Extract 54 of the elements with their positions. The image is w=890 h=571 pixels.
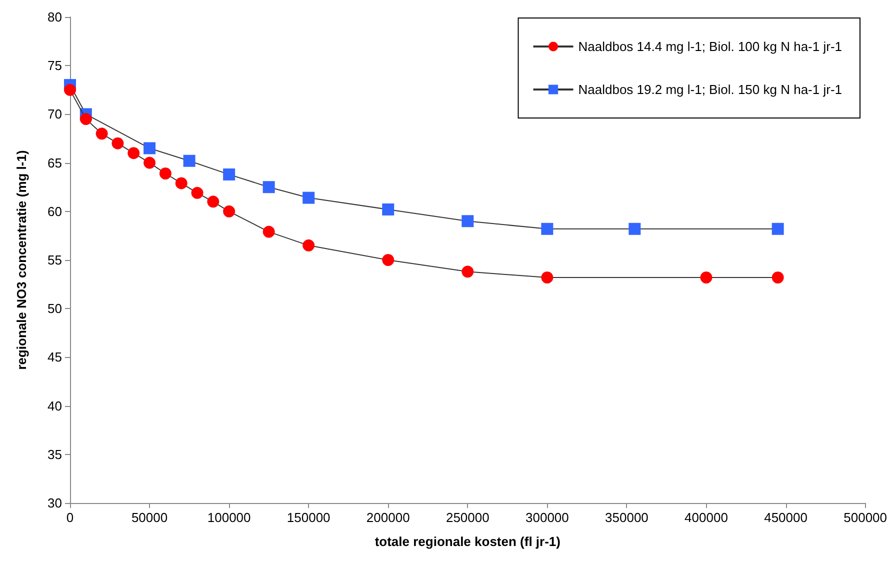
y-tick-label: 60 xyxy=(48,204,62,219)
point xyxy=(462,266,474,278)
point xyxy=(80,113,92,126)
y-tick-label: 35 xyxy=(48,446,62,462)
y-tick-label: 45 xyxy=(48,350,62,365)
point xyxy=(541,272,554,284)
point xyxy=(175,177,188,190)
point xyxy=(262,181,275,194)
x-tick-label: 500000 xyxy=(844,510,888,525)
y-tick-label: 50 xyxy=(48,301,62,316)
legend-label: Naaldbos 14.4 mg l-1; Biol. 100 kg N ha-1 jr-1 xyxy=(578,39,842,54)
x-tick-label: 350000 xyxy=(605,510,648,525)
y-tick-label: 55 xyxy=(48,252,62,268)
point xyxy=(262,226,275,238)
y-tick-label: 65 xyxy=(48,155,62,170)
y-tick-label: 30 xyxy=(48,496,62,510)
x-tick-label: 200000 xyxy=(366,510,410,525)
x-tick-label: 50000 xyxy=(131,510,168,525)
point xyxy=(223,205,236,218)
x-tick-label: 0 xyxy=(66,510,74,525)
point xyxy=(772,272,784,284)
legend-label: Naaldbos 19.2 mg l-1; Biol. 150 kg N ha-1 jr-1 xyxy=(578,82,842,97)
y-tick-label: 40 xyxy=(48,398,62,414)
y-tick-label: 75 xyxy=(48,58,62,74)
y-tick-label: 80 xyxy=(48,10,62,24)
point xyxy=(64,84,76,96)
x-tick-label: 300000 xyxy=(525,510,569,525)
x-tick-label: 450000 xyxy=(764,510,808,525)
point xyxy=(207,196,220,208)
x-tick-label: 150000 xyxy=(286,510,330,525)
point xyxy=(772,222,784,235)
x-tick-label: 250000 xyxy=(446,510,490,525)
y-axis-title: regionale NO3 concentratie (mg l-1) xyxy=(14,150,29,370)
point xyxy=(112,137,124,150)
point xyxy=(462,215,474,228)
point xyxy=(144,142,156,154)
point xyxy=(628,222,641,235)
point xyxy=(159,167,172,180)
point xyxy=(302,192,315,204)
x-axis-title: totale regionale kosten (fl jr-1) xyxy=(374,534,560,549)
point xyxy=(700,272,712,284)
point xyxy=(541,222,554,235)
point xyxy=(96,128,108,140)
point xyxy=(144,156,156,169)
y-tick-label: 70 xyxy=(48,106,62,122)
x-tick-label: 400000 xyxy=(684,510,728,525)
point xyxy=(191,186,204,199)
x-tick-label: 100000 xyxy=(207,510,251,525)
point xyxy=(382,203,394,216)
point xyxy=(382,254,394,266)
point xyxy=(128,147,140,160)
point xyxy=(302,239,315,252)
point xyxy=(223,168,236,180)
point xyxy=(183,154,196,167)
